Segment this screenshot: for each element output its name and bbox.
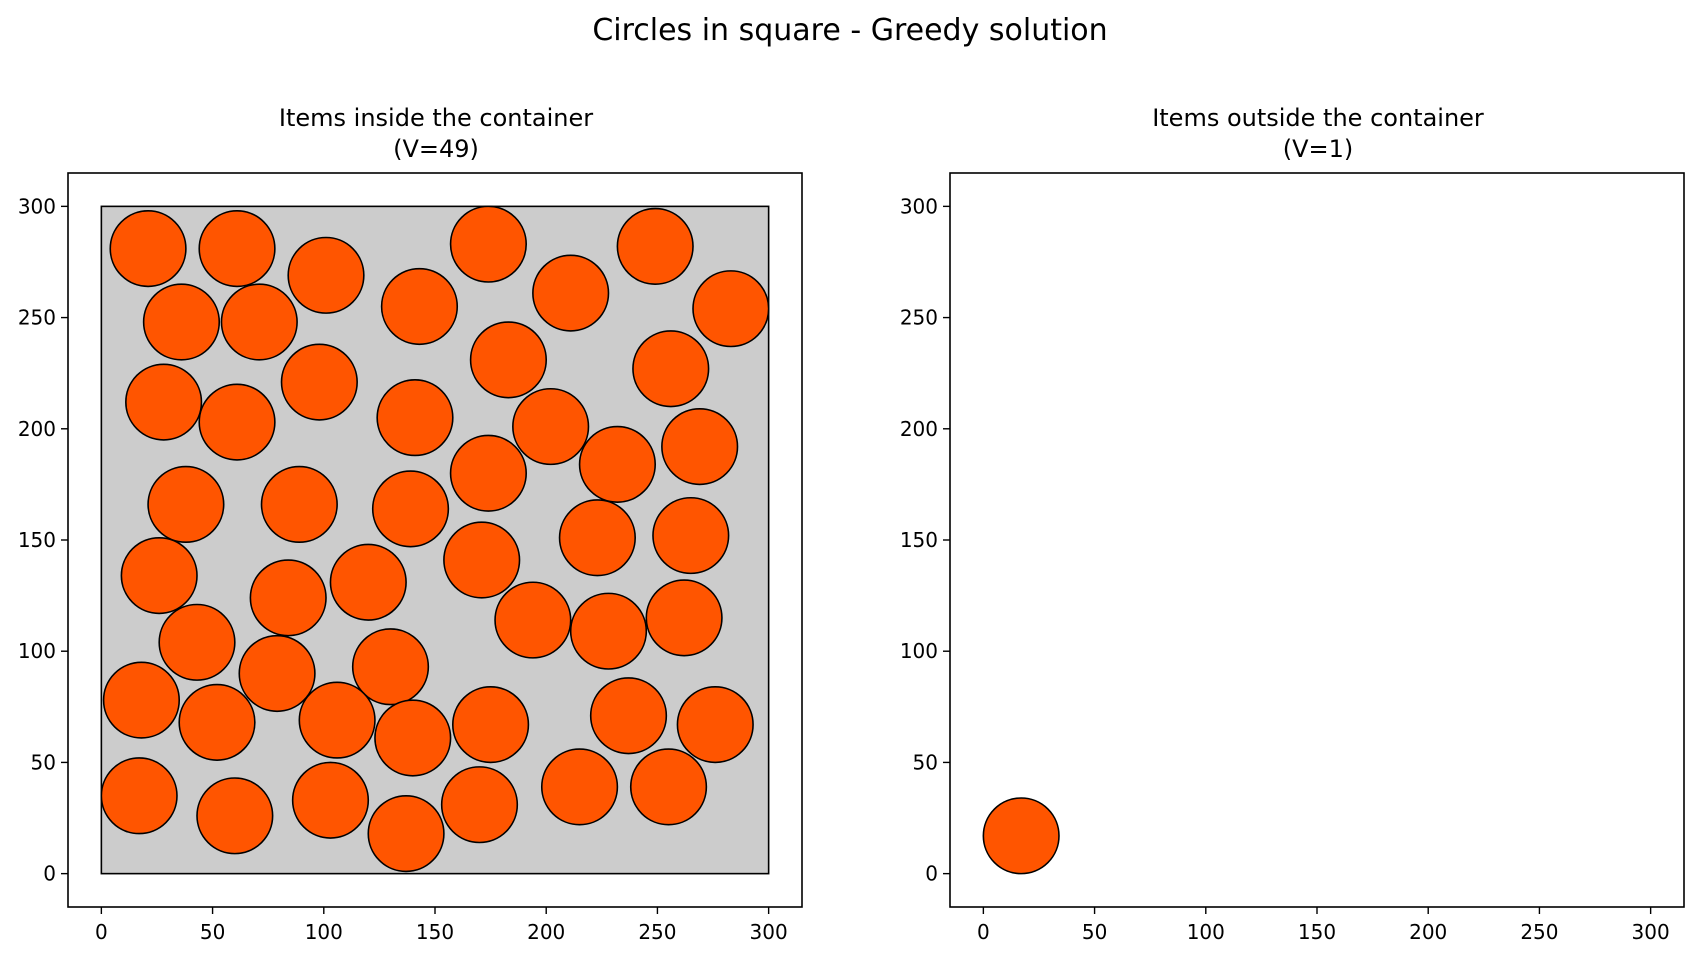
x-tick-label: 50 [1082,920,1107,944]
y-tick-label: 100 [18,639,56,663]
circle-item [512,387,590,466]
circle-item [558,499,636,577]
circle-item [982,797,1060,875]
circle-item [102,661,181,739]
panel-outside: Items outside the container (V=1) 0 50 100… [900,104,1685,944]
circle-item [120,536,198,615]
x-tick-label: 100 [305,920,343,944]
figure-title: Circles in square - Greedy solution [592,13,1107,48]
y-tick-label: 150 [18,528,56,552]
circle-item [440,766,519,844]
plot-area: 0 50 100 150 200 250 300 0 50 100 150 200 250 300 [18,172,803,944]
circle-item [532,254,610,332]
panel-title: Items inside the container [279,104,593,132]
circle-item [443,521,521,599]
circle-item [260,465,338,544]
x-tick-label: 0 [977,920,990,944]
circle-item [469,321,548,399]
y-tick-label: 100 [900,639,938,663]
circle-item [449,205,527,283]
circle-item [351,628,430,706]
circle-item [540,748,619,826]
circle-item [569,592,648,670]
circle-item [100,757,178,835]
circle-item [374,699,452,777]
circle-item [109,210,187,288]
x-tick-label: 250 [1520,920,1558,944]
circle-item [449,434,527,512]
circle-item [198,383,276,461]
y-tick-label: 250 [900,306,938,330]
x-tick-label: 150 [1298,920,1336,944]
circle-item [158,603,236,681]
circle-item [380,267,459,346]
panel-title: Items outside the container [1152,104,1484,132]
x-tick-label: 50 [200,920,225,944]
y-tick-label: 150 [900,528,938,552]
y-tick-label: 200 [900,417,938,441]
circle-item [196,777,274,855]
x-tick-label: 200 [527,920,565,944]
circle-item [238,634,316,713]
circle-item [298,681,376,759]
plot-area: 0 50 100 150 200 250 300 0 50 100 150 200 250 300 [900,172,1685,944]
circle-item [371,470,450,548]
x-tick-label: 250 [638,920,676,944]
panel-subtitle: (V=1) [1283,135,1354,163]
circle-item [645,579,723,657]
circle-item [376,379,454,457]
circle-item [494,581,572,659]
y-tick-label: 300 [18,194,56,218]
circle-item [676,685,754,764]
y-tick-label: 300 [900,194,938,218]
panel-subtitle: (V=49) [393,135,479,163]
circle-item [589,677,668,755]
y-tick-label: 0 [925,862,938,886]
circle-item [652,496,730,575]
circle-item [287,236,365,314]
circle-item [198,210,276,288]
y-tick-label: 0 [43,862,56,886]
circle-item [147,465,225,544]
circle-item [451,685,530,764]
y-tick-label: 200 [18,417,56,441]
circle-item [280,343,358,421]
x-tick-label: 200 [1409,920,1447,944]
circle-item [692,270,770,348]
circle-item [661,407,739,486]
circle-item [220,283,298,361]
x-tick-label: 150 [416,920,454,944]
circle-item [329,543,407,621]
x-tick-label: 0 [95,920,108,944]
circle-item [291,761,370,839]
y-tick-label: 50 [913,750,938,774]
circle-item [178,683,256,761]
circle-item [249,559,327,637]
circle-item [125,363,203,441]
y-tick-label: 250 [18,306,56,330]
circle-item [629,748,708,826]
axes-frame [949,172,1685,908]
x-tick-label: 300 [750,920,788,944]
x-tick-label: 100 [1187,920,1225,944]
y-tick-label: 50 [31,750,56,774]
circle-item [616,207,694,286]
circle-item [632,330,710,408]
panel-inside: Items inside the container (V=49) 0 50 100… [18,104,803,944]
circle-item [578,425,656,503]
x-tick-label: 300 [1632,920,1670,944]
circle-item [367,794,445,873]
circle-item [142,283,221,361]
